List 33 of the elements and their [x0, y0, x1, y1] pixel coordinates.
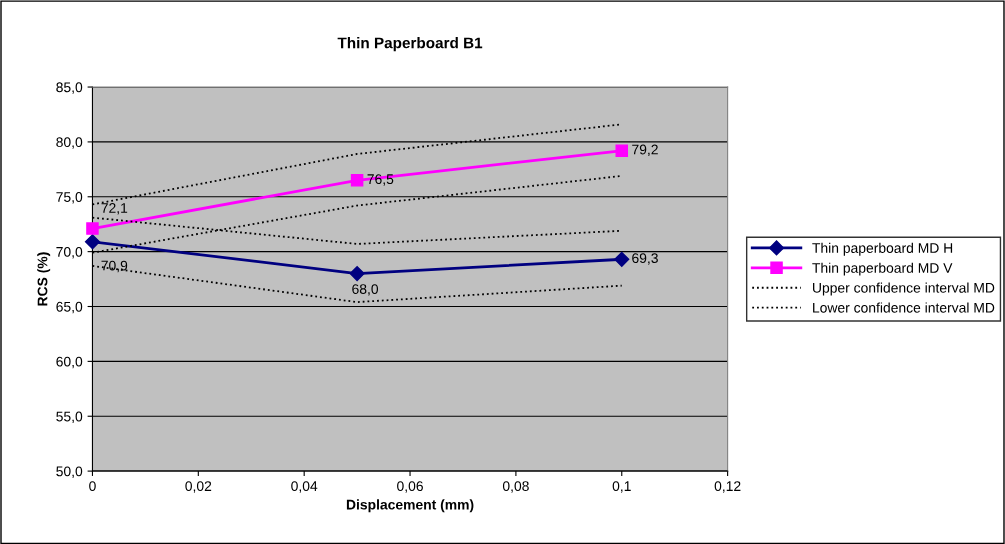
- legend-label: Lower confidence interval MD: [813, 302, 995, 313]
- point: [350, 174, 364, 187]
- x-tick-label: 0: [89, 481, 96, 492]
- y-tick-label: 65,0: [56, 301, 83, 314]
- x-tick-label: 0,06: [397, 481, 423, 493]
- data-label: 69,3: [632, 253, 658, 265]
- x-tick-label: 0,04: [291, 481, 318, 493]
- point: [349, 266, 365, 282]
- point: [614, 251, 630, 267]
- data-label: 79,2: [632, 144, 658, 157]
- data-label: 70,9: [101, 260, 128, 273]
- point: [86, 222, 99, 235]
- data-label: 72,1: [101, 203, 128, 215]
- legend-label: Upper confidence interval MD: [813, 282, 995, 296]
- x-tick-label: 0,1: [612, 481, 631, 493]
- x-tick-label: 0,12: [714, 481, 741, 493]
- y-tick-label: 55,0: [56, 411, 83, 424]
- x-tick-label: 0,02: [185, 481, 212, 493]
- y-tick-label: 60,0: [56, 356, 83, 369]
- x-axis-title: Displacement (mm): [346, 499, 474, 513]
- y-axis-title: RCS (%): [37, 252, 51, 306]
- legend-label: Thin paperboard MD V: [812, 262, 953, 276]
- point: [615, 144, 629, 157]
- y-tick-label: 70,0: [56, 246, 83, 259]
- y-tick-label: 75,0: [56, 192, 83, 204]
- x-tick-label: 0,08: [502, 481, 529, 493]
- y-tick-label: 50,0: [56, 466, 83, 478]
- data-label: 68,0: [352, 284, 379, 296]
- chart-title: Thin Paperboard B1: [337, 37, 483, 52]
- legend-label: Thin paperboard MD H: [812, 242, 953, 256]
- y-tick-label: 85,0: [56, 82, 83, 94]
- point: [84, 234, 101, 250]
- y-tick-label: 80,0: [56, 137, 83, 149]
